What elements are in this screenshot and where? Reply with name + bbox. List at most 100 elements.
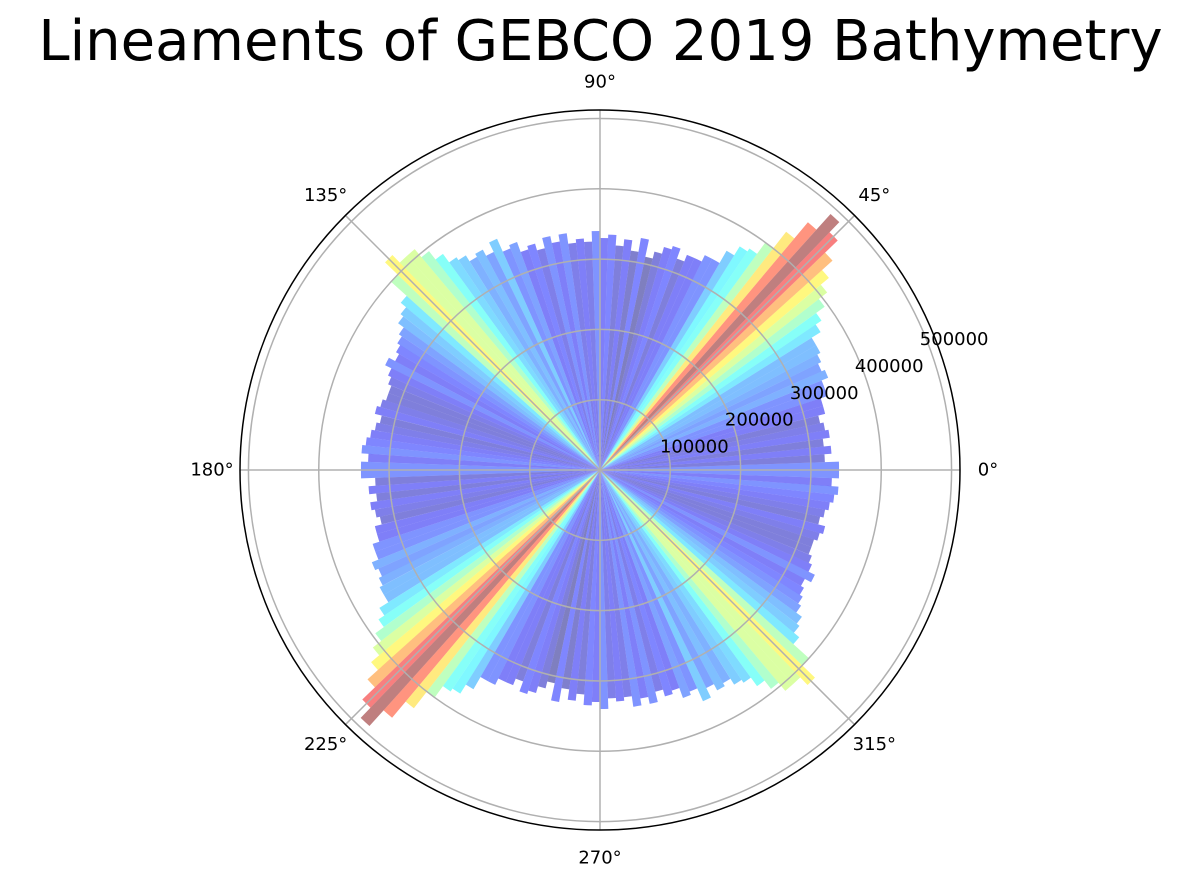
theta-tick-label: 0°	[978, 460, 998, 481]
rose-bar	[442, 470, 600, 692]
rose-bar	[426, 470, 600, 698]
rose-bar	[378, 470, 600, 586]
rose-bar	[600, 324, 821, 470]
rose-bar	[600, 470, 691, 698]
rose-bar	[591, 230, 600, 470]
rose-bar	[374, 422, 600, 470]
rose-bar	[600, 248, 758, 470]
rose-bar	[600, 406, 826, 470]
rose-bar	[600, 470, 815, 583]
radial-tick-label: 300000	[790, 383, 859, 404]
radial-tick-label: 200000	[725, 410, 794, 431]
rose-bar	[600, 470, 663, 692]
rose-bar	[370, 429, 600, 470]
angular-gridline	[599, 214, 856, 471]
rose-bar	[498, 470, 600, 682]
rose-bar	[398, 316, 600, 470]
rose-bar	[584, 241, 600, 470]
rose-bar	[396, 345, 600, 470]
rose-bar	[515, 470, 600, 682]
bars-layer	[360, 213, 840, 727]
rose-bar	[371, 470, 600, 571]
rose-bar	[600, 470, 802, 613]
rose-bar	[600, 470, 800, 645]
rose-bar	[405, 470, 600, 709]
rose-bar	[400, 307, 600, 470]
rose-bar	[600, 470, 616, 699]
rose-bar	[372, 470, 600, 552]
rose-bar	[600, 470, 673, 697]
rose-bar	[576, 470, 600, 695]
rose-bar	[600, 231, 795, 470]
rose-bar	[370, 470, 600, 511]
rose-bar	[600, 255, 713, 470]
rose-bar	[407, 249, 600, 470]
rose-bar	[374, 470, 600, 518]
rose-bar	[465, 470, 600, 690]
rose-bar	[600, 470, 649, 699]
rose-bar	[520, 249, 600, 470]
rose-bar	[600, 250, 639, 470]
rose-bar	[600, 470, 804, 595]
rose-bar	[600, 454, 825, 470]
rose-bar	[600, 470, 625, 702]
rose-bar	[383, 470, 600, 718]
rose-bar	[600, 470, 826, 534]
radial-tick-labels: 100000 200000 300000 400000 500000	[660, 329, 989, 458]
rose-bar	[600, 337, 817, 470]
rose-bar	[400, 295, 600, 470]
rose-bar	[372, 470, 600, 656]
rose-bar	[591, 470, 600, 703]
rose-bar	[583, 470, 600, 706]
rose-bar	[385, 357, 600, 470]
rose-bar	[600, 470, 801, 685]
rose-bar	[567, 470, 600, 701]
rose-bar	[600, 380, 825, 470]
rose-bar	[600, 470, 812, 572]
rose-bar	[395, 353, 600, 470]
rose-bar	[600, 252, 833, 470]
theta-tick-label: 180°	[190, 460, 233, 481]
rose-bar	[469, 256, 600, 470]
rose-bar	[600, 470, 803, 604]
rose-bar	[360, 470, 600, 479]
rose-bar	[537, 248, 600, 470]
rose-bar	[600, 429, 830, 470]
rose-bar	[568, 242, 600, 470]
rose-bar	[600, 345, 821, 470]
rose-bar	[375, 470, 600, 560]
rose-bar	[388, 385, 600, 470]
angular-gridline	[599, 469, 856, 726]
rose-bar	[360, 461, 600, 470]
rose-bar	[486, 251, 600, 470]
rose-bar	[600, 470, 609, 710]
rose-bar	[558, 233, 600, 470]
rose-bar	[600, 234, 617, 470]
rose-bar	[449, 257, 600, 470]
rose-bar	[528, 470, 600, 694]
rose-bar	[378, 470, 600, 628]
rose-bar	[600, 470, 821, 525]
rose-bar	[600, 254, 695, 470]
theta-tick-label: 45°	[858, 185, 890, 206]
rose-bar	[600, 470, 711, 702]
rose-bar	[542, 236, 600, 470]
radial-tick-label: 500000	[920, 329, 989, 350]
rose-bar	[361, 445, 600, 470]
rose-bar	[600, 470, 714, 689]
rose-bar	[600, 470, 642, 707]
rose-bar	[458, 255, 600, 470]
rose-bar	[600, 258, 685, 470]
rose-bar	[600, 470, 800, 633]
angular-gridline	[344, 469, 601, 726]
rose-bar	[380, 399, 600, 470]
rose-bar	[600, 438, 824, 470]
rose-bar	[600, 213, 840, 470]
theta-tick-label: 270°	[578, 848, 621, 869]
rose-bar	[399, 255, 600, 470]
rose-bar	[388, 377, 600, 470]
rose-bar	[551, 470, 600, 702]
rose-bar	[600, 363, 822, 470]
rose-bar	[575, 238, 600, 470]
